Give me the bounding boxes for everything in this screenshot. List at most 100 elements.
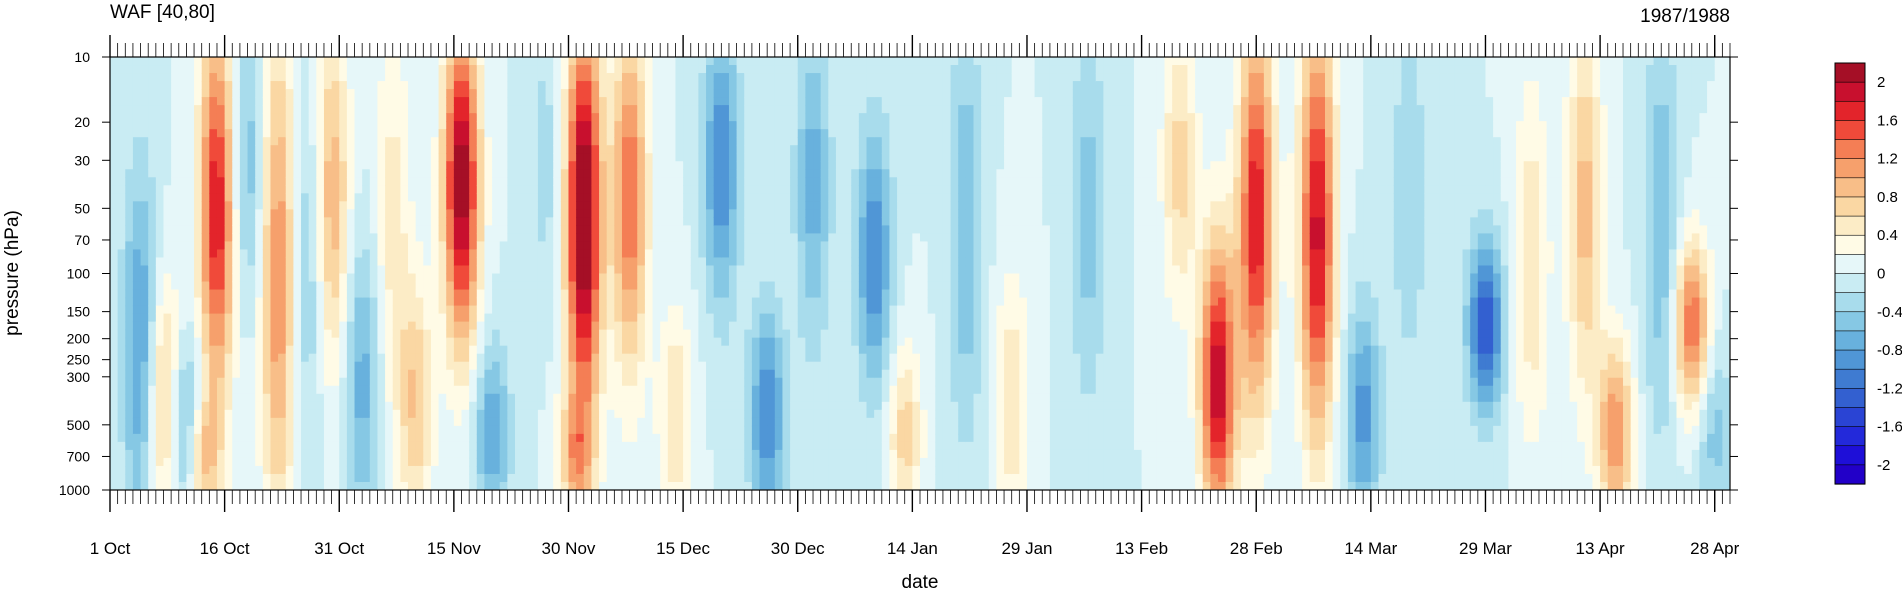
field-cell bbox=[759, 457, 768, 467]
field-cell bbox=[499, 121, 508, 130]
field-cell bbox=[110, 89, 119, 98]
field-cell bbox=[522, 257, 531, 267]
field-cell bbox=[537, 329, 547, 339]
field-cell bbox=[415, 257, 424, 267]
field-cell bbox=[110, 465, 119, 475]
field-cell bbox=[698, 361, 707, 371]
field-cell bbox=[667, 97, 677, 106]
field-cell bbox=[270, 305, 279, 315]
field-cell bbox=[262, 81, 272, 90]
field-cell bbox=[813, 209, 822, 218]
field-cell bbox=[644, 353, 654, 363]
field-cell bbox=[515, 417, 524, 427]
field-cell bbox=[125, 81, 134, 90]
field-cell bbox=[278, 121, 287, 130]
field-cell bbox=[713, 281, 722, 291]
field-cell bbox=[339, 441, 348, 451]
field-cell bbox=[774, 73, 784, 82]
field-cell bbox=[690, 105, 699, 114]
field-cell bbox=[667, 441, 677, 451]
field-cell bbox=[148, 377, 157, 387]
field-cell bbox=[178, 97, 188, 106]
field-cell bbox=[675, 457, 684, 467]
field-cell bbox=[751, 425, 761, 435]
field-cell bbox=[369, 433, 379, 443]
field-cell bbox=[476, 137, 486, 146]
field-cell bbox=[270, 369, 279, 379]
field-cell bbox=[644, 153, 654, 162]
field-cell bbox=[774, 145, 784, 154]
field-cell bbox=[224, 57, 233, 66]
field-cell bbox=[499, 57, 508, 66]
field-cell bbox=[262, 385, 272, 395]
field-cell bbox=[323, 225, 333, 235]
field-cell bbox=[606, 457, 615, 467]
field-cell bbox=[767, 449, 776, 459]
field-cell bbox=[194, 409, 203, 419]
field-cell bbox=[415, 265, 424, 275]
field-cell bbox=[797, 369, 806, 379]
field-cell bbox=[362, 425, 371, 435]
field-cell bbox=[469, 145, 478, 154]
field-cell bbox=[430, 217, 440, 226]
field-cell bbox=[232, 473, 241, 483]
field-cell bbox=[644, 345, 654, 355]
field-cell bbox=[751, 177, 761, 186]
field-cell bbox=[209, 161, 218, 170]
field-cell bbox=[278, 289, 287, 299]
field-cell bbox=[484, 57, 493, 66]
field-cell bbox=[125, 393, 134, 403]
field-cell bbox=[163, 185, 172, 194]
field-cell bbox=[736, 153, 745, 162]
field-cell bbox=[209, 345, 218, 355]
field-cell bbox=[652, 345, 661, 355]
field-cell bbox=[178, 249, 188, 259]
field-cell bbox=[583, 265, 593, 275]
field-cell bbox=[155, 177, 165, 186]
field-cell bbox=[706, 233, 715, 243]
field-cell bbox=[469, 265, 478, 275]
field-cell bbox=[446, 401, 455, 411]
field-cell bbox=[805, 281, 814, 291]
field-cell bbox=[216, 321, 226, 331]
field-cell bbox=[178, 201, 188, 210]
field-cell bbox=[667, 185, 677, 194]
field-cell bbox=[194, 161, 203, 170]
field-cell bbox=[675, 89, 684, 98]
field-cell bbox=[530, 185, 539, 194]
field-cell bbox=[346, 329, 356, 339]
field-cell bbox=[186, 401, 195, 411]
field-cell bbox=[369, 113, 379, 122]
field-cell bbox=[790, 265, 799, 275]
field-cell bbox=[637, 177, 646, 186]
field-cell bbox=[385, 425, 394, 435]
field-cell bbox=[583, 81, 593, 90]
field-cell bbox=[201, 449, 210, 459]
field-cell bbox=[797, 121, 806, 130]
field-cell bbox=[216, 297, 226, 307]
field-cell bbox=[476, 233, 486, 243]
field-cell bbox=[583, 129, 593, 138]
field-cell bbox=[782, 481, 791, 490]
field-cell bbox=[132, 369, 142, 379]
field-cell bbox=[805, 265, 814, 275]
field-cell bbox=[132, 201, 142, 210]
field-cell bbox=[790, 161, 799, 170]
field-cell bbox=[560, 313, 570, 323]
field-cell bbox=[667, 281, 677, 291]
field-cell bbox=[461, 465, 470, 475]
field-cell bbox=[308, 177, 317, 186]
field-cell bbox=[698, 193, 707, 202]
field-cell bbox=[774, 401, 784, 411]
field-cell bbox=[255, 273, 264, 283]
field-cell bbox=[110, 233, 119, 243]
field-cell bbox=[209, 417, 218, 427]
field-cell bbox=[583, 329, 593, 339]
field-cell bbox=[415, 201, 424, 210]
field-cell bbox=[423, 433, 432, 443]
field-cell bbox=[790, 57, 799, 66]
field-cell bbox=[385, 449, 394, 459]
field-cell bbox=[110, 193, 119, 202]
field-cell bbox=[629, 113, 638, 122]
field-cell bbox=[255, 457, 264, 467]
